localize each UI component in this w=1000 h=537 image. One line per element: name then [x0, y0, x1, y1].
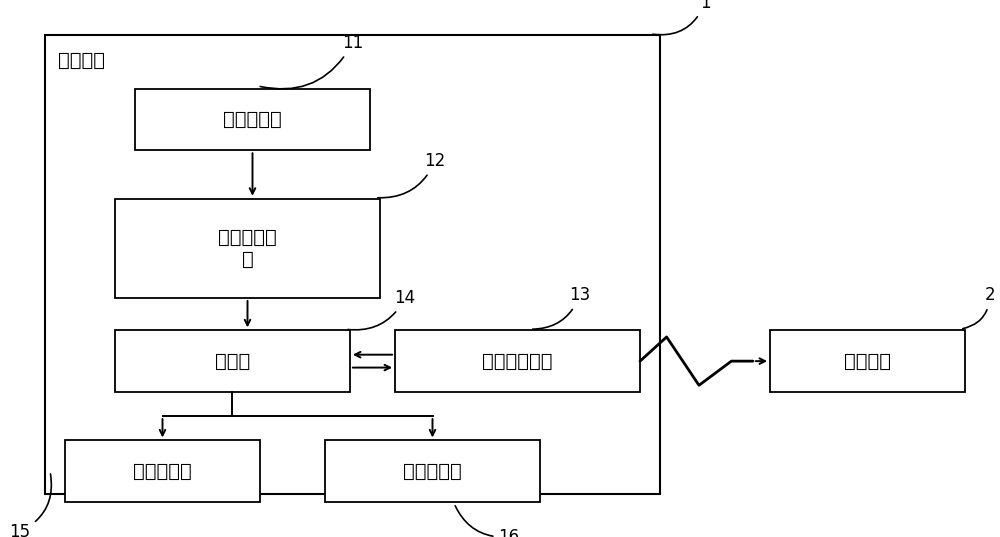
Text: 13: 13 — [533, 286, 590, 329]
Text: 11: 11 — [260, 34, 363, 89]
Text: 车辆检测器: 车辆检测器 — [223, 110, 282, 129]
Bar — [325, 440, 540, 502]
Text: 移动终端: 移动终端 — [844, 352, 891, 371]
Bar — [115, 199, 380, 298]
Text: 收费装置: 收费装置 — [58, 51, 105, 70]
Text: 控制机: 控制机 — [215, 352, 250, 371]
Text: 12: 12 — [378, 152, 446, 198]
Text: 16: 16 — [455, 506, 520, 537]
Bar — [395, 330, 640, 392]
Text: 自动栏杆机: 自动栏杆机 — [133, 462, 192, 481]
Bar — [115, 330, 350, 392]
Text: 14: 14 — [348, 289, 416, 330]
Bar — [45, 35, 660, 494]
Text: 通行信号灯: 通行信号灯 — [403, 462, 462, 481]
Text: 15: 15 — [9, 474, 51, 537]
Bar — [65, 440, 260, 502]
Text: 1: 1 — [653, 0, 710, 35]
Bar — [135, 89, 370, 150]
Text: 无线通信设备: 无线通信设备 — [482, 352, 553, 371]
Text: 车牌照识别
器: 车牌照识别 器 — [218, 228, 277, 269]
Bar — [770, 330, 965, 392]
Text: 2: 2 — [963, 286, 995, 329]
